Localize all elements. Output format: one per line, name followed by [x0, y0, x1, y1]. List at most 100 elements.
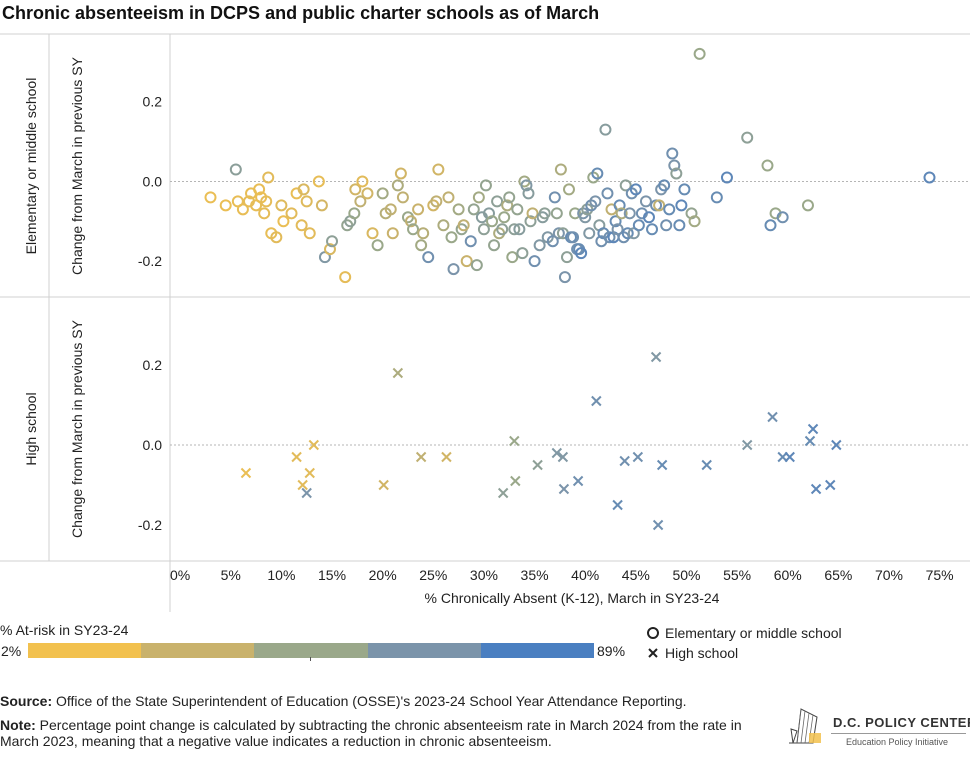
data-point-circle [479, 179, 492, 192]
data-point-circle [442, 191, 455, 204]
data-point-circle [591, 167, 604, 180]
data-point-x [378, 479, 389, 491]
data-point-x [304, 467, 315, 479]
color-ramp-segment [367, 643, 481, 658]
panel2-row-label: High school [23, 392, 39, 465]
data-point-circle [412, 203, 425, 216]
data-point-x [441, 451, 452, 463]
data-point-circle [599, 123, 612, 136]
x-marker-icon [648, 648, 658, 658]
x-tick-label: 40% [571, 567, 599, 583]
color-legend-min: 2% [1, 643, 22, 659]
color-legend-max: 89% [597, 643, 626, 659]
x-tick-label: 30% [470, 567, 498, 583]
data-point-x [767, 411, 778, 423]
data-point-circle [477, 223, 490, 236]
circle-marker-icon [647, 627, 659, 639]
data-point-x [308, 439, 320, 451]
source-label: Source: [0, 693, 53, 709]
y-tick-label: -0.2 [138, 517, 162, 533]
color-ramp-segment [141, 643, 255, 658]
color-ramp-segment [28, 643, 142, 658]
data-point-circle [688, 215, 701, 228]
data-point-circle [219, 199, 232, 212]
data-point-circle [371, 239, 384, 252]
data-point-circle [569, 207, 582, 220]
data-point-circle [693, 47, 706, 60]
data-point-circle [348, 207, 361, 220]
data-point-circle [611, 223, 624, 236]
data-point-circle [642, 211, 655, 224]
data-point-x [632, 451, 644, 463]
data-point-circle [658, 179, 671, 192]
data-point-x [804, 435, 816, 447]
y-tick-label: 0.0 [143, 437, 163, 453]
data-point-circle [516, 247, 529, 260]
data-point-circle [460, 255, 473, 268]
data-point-x [557, 451, 569, 463]
data-point-circle [923, 171, 936, 184]
data-point-circle [575, 247, 588, 260]
data-point-circle [615, 207, 628, 220]
data-point-circle [486, 215, 499, 228]
data-point-circle [229, 163, 242, 176]
note-text: Percentage point change is calculated by… [0, 717, 742, 749]
data-point-circle [589, 195, 602, 208]
data-point-x [784, 451, 795, 463]
data-point-circle [349, 183, 362, 196]
data-point-circle [498, 211, 511, 224]
data-point-circle [496, 223, 509, 236]
color-ramp-segment [480, 643, 595, 658]
data-point-circle [533, 239, 546, 252]
data-point-circle [632, 219, 645, 232]
data-point-circle [508, 223, 521, 236]
x-tick-label: 0% [170, 567, 190, 583]
data-point-circle [646, 223, 659, 236]
data-point-x [591, 395, 602, 407]
data-point-circle [526, 207, 539, 220]
data-point-circle [619, 179, 632, 192]
data-point-circle [678, 183, 691, 196]
data-point-x [652, 519, 664, 531]
y-tick-label: 0.0 [143, 173, 163, 189]
source-text: Office of the State Superintendent of Ed… [56, 693, 687, 709]
data-point-circle [437, 219, 450, 232]
data-point-x [810, 483, 822, 495]
data-point-x [831, 439, 842, 451]
capitol-dome-icon [789, 708, 821, 744]
y-tick-label: 0.2 [143, 94, 163, 110]
data-point-circle [295, 219, 308, 232]
method-note: Note: Percentage point change is calcula… [0, 717, 770, 749]
shape-legend-item-circle: Elementary or middle school [646, 623, 842, 643]
data-point-circle [472, 191, 485, 204]
data-point-x [558, 483, 570, 495]
x-tick-label: 35% [521, 567, 549, 583]
data-point-x [297, 479, 308, 491]
data-point-circle [653, 199, 666, 212]
data-point-circle [470, 259, 483, 272]
shape-legend-item-x: High school [646, 643, 842, 663]
x-tick-label: 75% [926, 567, 954, 583]
data-point-circle [354, 195, 367, 208]
data-point-x [532, 459, 543, 471]
data-point-circle [236, 203, 249, 216]
data-point-circle [204, 191, 217, 204]
data-point-circle [391, 179, 404, 192]
data-point-circle [609, 215, 622, 228]
data-point-x [291, 451, 302, 463]
x-tick-label: 10% [267, 567, 295, 583]
data-point-circle [488, 239, 501, 252]
y-tick-label: 0.2 [143, 357, 163, 373]
x-tick-label: 65% [824, 567, 852, 583]
data-point-x [497, 487, 509, 499]
color-ramp-tick [310, 657, 311, 661]
data-point-circle [285, 207, 298, 220]
data-point-circle [522, 187, 535, 200]
data-point-x [510, 475, 521, 487]
data-point-x [415, 451, 427, 463]
data-point-circle [445, 231, 458, 244]
data-point-x [742, 439, 753, 451]
data-point-circle [550, 207, 563, 220]
data-point-x [825, 479, 836, 491]
data-point-circle [491, 195, 504, 208]
